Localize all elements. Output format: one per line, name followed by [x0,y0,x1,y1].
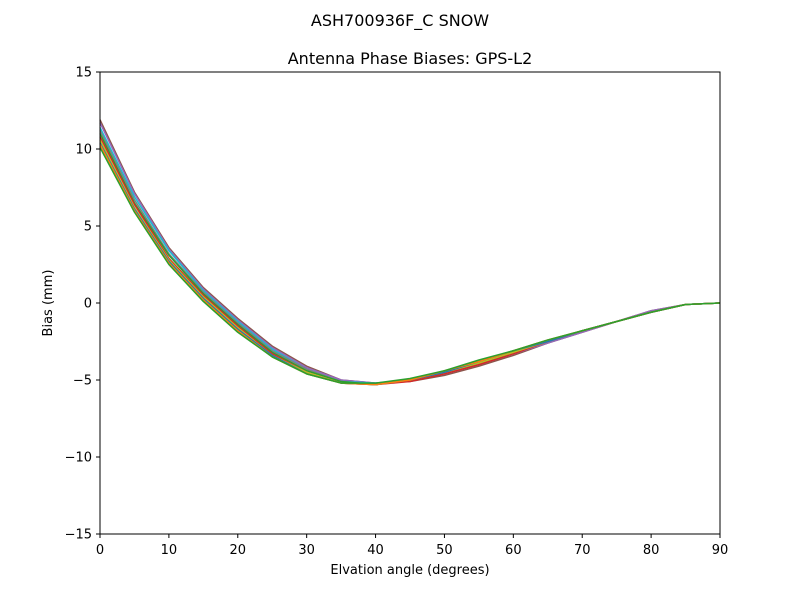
x-tick-label: 50 [436,543,453,558]
x-tick-label: 10 [161,543,178,558]
x-tick-label: 30 [298,543,315,558]
x-tick-label: 20 [230,543,247,558]
series-line-10 [99,147,721,384]
x-tick-label: 0 [96,543,104,558]
x-tick-label: 60 [505,543,522,558]
y-tick-label: 5 [84,220,92,235]
plot-area [100,72,720,534]
y-tick-label: 10 [75,143,92,158]
y-axis-ticks: −15 −10 −5 0 5 10 15 [65,66,100,543]
series-layer [99,119,721,386]
x-axis-label: Elvation angle (degrees) [330,563,489,578]
x-tick-label: 90 [712,543,729,558]
x-axis-ticks: 0 10 20 30 40 50 60 70 80 90 [96,534,728,558]
x-tick-label: 40 [367,543,384,558]
y-tick-label: −15 [65,528,92,543]
y-tick-label: −5 [73,374,92,389]
chart-title: Antenna Phase Biases: GPS-L2 [288,49,533,68]
x-tick-label: 80 [643,543,660,558]
x-tick-label: 70 [574,543,591,558]
y-tick-label: −10 [65,451,92,466]
figure-suptitle: ASH700936F_C SNOW [311,11,489,31]
y-tick-label: 0 [84,297,92,312]
y-axis-label: Bias (mm) [41,270,56,337]
y-tick-label: 15 [75,66,92,81]
